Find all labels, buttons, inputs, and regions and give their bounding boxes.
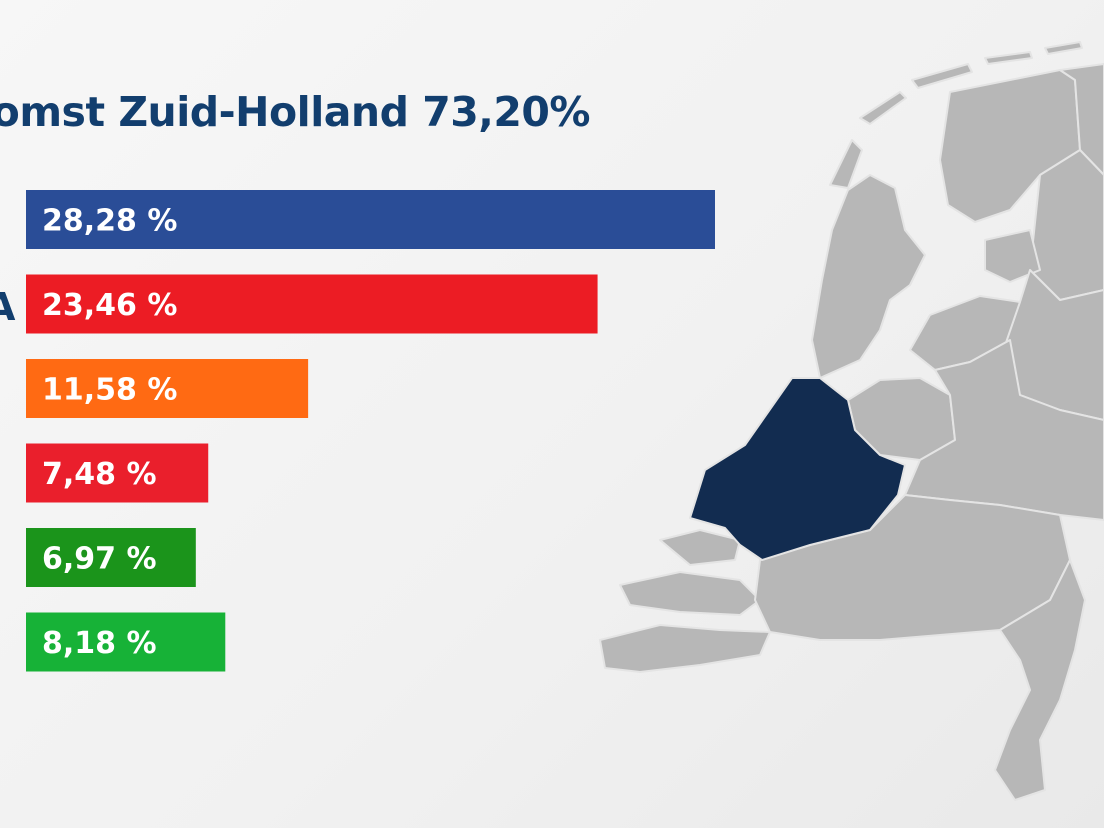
zeeland-beveland bbox=[619, 571, 761, 616]
chart-title-text: omst Zuid-Holland 73,20% bbox=[0, 88, 591, 136]
bar-value-label-6: 8,18 % bbox=[42, 626, 157, 661]
bar-2 bbox=[26, 274, 598, 334]
netherlands-map bbox=[580, 30, 1104, 828]
bar-5 bbox=[26, 528, 196, 587]
province-limburg bbox=[994, 559, 1086, 801]
map-land bbox=[599, 41, 1104, 801]
province-zuid-holland bbox=[689, 377, 906, 561]
party-label-fragment: A bbox=[0, 285, 16, 329]
bar-value-label-4: 7,48 % bbox=[42, 457, 157, 492]
bar-value-label-1: 28,28 % bbox=[42, 204, 177, 239]
bar-4 bbox=[26, 443, 209, 503]
bar-value-label-2: 23,46 % bbox=[42, 288, 177, 323]
island-vlieland bbox=[859, 91, 907, 125]
island-schiermonnikoog bbox=[1044, 41, 1083, 55]
bar-chart: 28,28 % 23,46 % 11,58 % 7,48 % 6,97 % 8,18 % bbox=[26, 190, 715, 672]
bar-1 bbox=[26, 190, 715, 249]
map-svg bbox=[599, 41, 1104, 801]
bar-value-label-5: 6,97 % bbox=[42, 542, 157, 577]
chart-title: omst Zuid-Holland 73,20% bbox=[0, 82, 620, 142]
province-noord-holland bbox=[811, 174, 926, 379]
island-texel bbox=[829, 139, 863, 189]
zeeland-schouwen bbox=[659, 529, 741, 566]
bar-6 bbox=[26, 612, 226, 672]
island-terschelling bbox=[911, 63, 973, 89]
province-noordoostpolder bbox=[984, 229, 1041, 283]
zeeland-vlaanderen bbox=[599, 624, 771, 673]
bar-value-label-3: 11,58 % bbox=[42, 373, 177, 408]
island-ameland bbox=[984, 51, 1033, 65]
bar-3 bbox=[26, 359, 309, 418]
